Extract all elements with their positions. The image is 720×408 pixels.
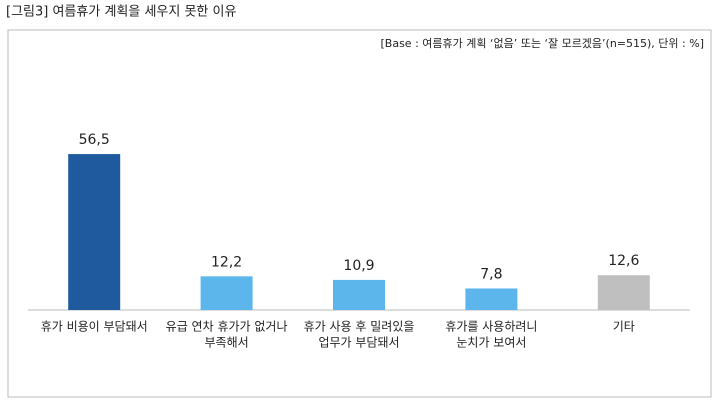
x-tick-label: 눈치가 보여서 (456, 336, 526, 350)
value-label: 10,9 (343, 258, 374, 274)
bar (597, 275, 650, 310)
value-label: 56,5 (79, 132, 110, 148)
x-tick-label: 기타 (613, 320, 635, 334)
bar (68, 154, 121, 310)
value-label: 12,6 (608, 253, 639, 269)
x-tick-label: 유급 연차 휴가가 없거나 (166, 320, 288, 334)
x-tick-label: 휴가 사용 후 밀려있을 (304, 320, 415, 334)
value-label: 12,2 (211, 254, 242, 270)
bar (465, 288, 518, 310)
x-tick-label: 휴가를 사용하려니 (445, 320, 537, 334)
x-tick-label: 업무가 부담돼서 (318, 336, 399, 350)
value-label: 7,8 (480, 266, 502, 282)
chart-title: [그림3] 여름휴가 계획을 세우지 못한 이유 (6, 5, 236, 20)
frame (7, 29, 712, 398)
chart-subtitle: [Base : 여름휴가 계획 ‘없음’ 또는 ‘잘 모르겠음’(n=515),… (381, 37, 705, 50)
bar (333, 279, 385, 310)
x-tick-label: 휴가 비용이 부담돼서 (41, 320, 148, 334)
x-tick-label: 부족해서 (205, 336, 249, 350)
bar (200, 276, 253, 310)
